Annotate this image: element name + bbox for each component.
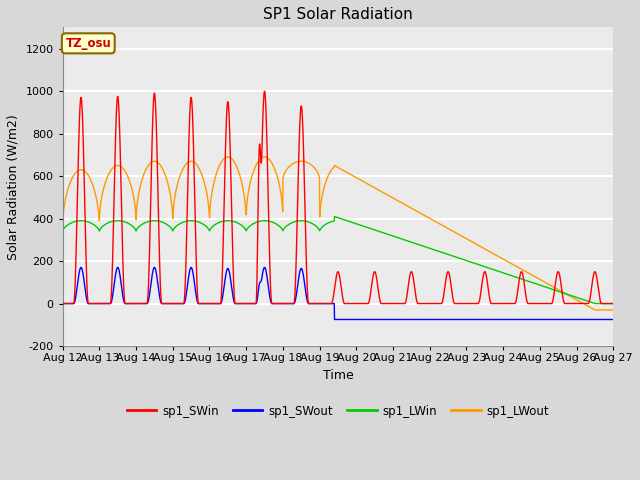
X-axis label: Time: Time (323, 369, 353, 382)
sp1_SWin (59, 300, 67, 306)
Line: sp1_LWout: sp1_LWout (63, 157, 613, 310)
sp1_LWin (354, 221, 362, 227)
sp1_SWout (331, 317, 339, 323)
sp1_LWout (354, 176, 362, 181)
sp1_SWin (260, 88, 268, 94)
sp1_LWout (576, 299, 584, 305)
sp1_SWin (212, 300, 220, 306)
sp1_LWin (59, 228, 67, 234)
Line: sp1_LWin: sp1_LWin (63, 216, 613, 303)
sp1_LWout (561, 290, 568, 296)
sp1_SWout (499, 317, 506, 323)
Text: TZ_osu: TZ_osu (65, 37, 111, 50)
sp1_SWin (576, 300, 584, 306)
sp1_LWout (224, 154, 232, 160)
sp1_SWout (366, 317, 374, 323)
sp1_SWout (609, 317, 617, 323)
Line: sp1_SWout: sp1_SWout (63, 267, 613, 320)
sp1_SWin (354, 300, 362, 306)
sp1_SWin (561, 300, 568, 306)
sp1_SWout (212, 300, 220, 306)
sp1_LWout (591, 307, 599, 313)
sp1_LWout (366, 182, 374, 188)
sp1_SWin (498, 300, 506, 306)
Legend: sp1_SWin, sp1_SWout, sp1_LWin, sp1_LWout: sp1_SWin, sp1_SWout, sp1_LWin, sp1_LWout (122, 400, 554, 422)
sp1_SWout (577, 317, 584, 323)
sp1_SWout (355, 317, 362, 323)
sp1_LWout (212, 171, 220, 177)
sp1_SWout (59, 300, 67, 306)
sp1_LWout (609, 307, 617, 313)
sp1_LWin (576, 296, 584, 301)
sp1_LWin (498, 270, 506, 276)
Line: sp1_SWin: sp1_SWin (63, 91, 613, 303)
sp1_SWin (366, 295, 374, 300)
sp1_LWin (591, 300, 599, 306)
sp1_LWin (609, 300, 617, 306)
Y-axis label: Solar Radiation (W/m2): Solar Radiation (W/m2) (7, 114, 20, 260)
sp1_SWin (609, 300, 617, 306)
sp1_LWout (498, 255, 506, 261)
sp1_LWin (561, 290, 568, 296)
sp1_SWout (561, 317, 569, 323)
sp1_LWin (331, 214, 339, 219)
Title: SP1 Solar Radiation: SP1 Solar Radiation (263, 7, 413, 22)
sp1_LWin (212, 221, 220, 227)
sp1_SWout (77, 264, 85, 270)
sp1_LWout (59, 224, 67, 230)
sp1_LWin (366, 226, 374, 231)
